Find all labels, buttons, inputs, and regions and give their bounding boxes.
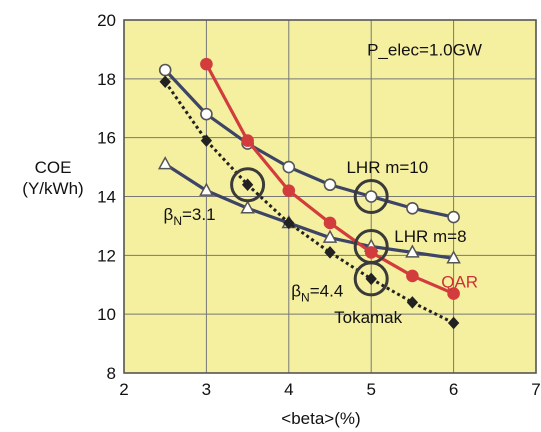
data-point bbox=[406, 201, 419, 215]
data-point bbox=[447, 287, 460, 300]
y-axis-label-line2: (Y/kWh) bbox=[22, 179, 83, 198]
y-tick-label: 8 bbox=[107, 364, 116, 383]
highlight-circles bbox=[230, 167, 389, 297]
x-tick-label: 6 bbox=[449, 380, 458, 399]
data-point bbox=[158, 63, 172, 77]
data-point bbox=[200, 107, 213, 121]
data-point bbox=[159, 75, 171, 89]
series-qar bbox=[200, 57, 460, 300]
data-point bbox=[406, 269, 419, 283]
annotation-label: P_elec=1.0GW bbox=[367, 40, 482, 59]
data-point bbox=[241, 134, 254, 147]
data-point bbox=[447, 316, 460, 330]
y-tick-label: 20 bbox=[97, 11, 116, 30]
x-tick-label: 2 bbox=[119, 380, 128, 399]
data-point bbox=[323, 178, 337, 192]
annotation-label: QAR bbox=[441, 273, 478, 292]
annotations: P_elec=1.0GW LHR m=10 LHR m=8 QAR Tokamak βN=… bbox=[164, 40, 482, 327]
tick-labels: 2 3 4 5 6 7 8 10 12 14 16 18 20 bbox=[97, 11, 541, 399]
data-point bbox=[324, 246, 336, 259]
y-axis-label-line1: COE bbox=[35, 158, 72, 177]
y-tick-label: 16 bbox=[97, 129, 116, 148]
data-point bbox=[323, 216, 337, 230]
data-point bbox=[200, 134, 213, 147]
x-tick-label: 4 bbox=[284, 380, 293, 399]
data-point bbox=[447, 210, 460, 224]
highlight-ring bbox=[353, 179, 389, 214]
data-point bbox=[240, 200, 255, 214]
series-layer bbox=[157, 57, 461, 330]
series-line bbox=[164, 68, 454, 219]
data-point bbox=[322, 229, 338, 243]
y-tick-label: 10 bbox=[97, 305, 116, 324]
data-point bbox=[446, 250, 461, 264]
data-point bbox=[282, 160, 296, 174]
annotation-label: LHR m=10 bbox=[346, 158, 428, 177]
data-point bbox=[157, 156, 173, 170]
x-tick-label: 5 bbox=[366, 380, 375, 399]
annotation-label: βN=3.1 bbox=[164, 205, 216, 228]
highlight-ring bbox=[230, 167, 266, 203]
data-point bbox=[282, 184, 296, 197]
x-tick-label: 3 bbox=[202, 380, 211, 399]
series-tokamak bbox=[159, 75, 460, 330]
data-point bbox=[365, 272, 377, 286]
x-axis-label: <beta>(%) bbox=[281, 409, 360, 428]
data-point bbox=[241, 178, 254, 191]
data-point bbox=[364, 246, 378, 259]
annotation-label: βN=4.4 bbox=[291, 282, 343, 305]
data-point bbox=[283, 216, 295, 230]
data-point bbox=[199, 182, 214, 196]
x-tick-label: 7 bbox=[531, 380, 540, 399]
data-point bbox=[200, 57, 213, 71]
data-point bbox=[405, 244, 420, 258]
plot-frame bbox=[123, 19, 537, 374]
y-tick-label: 12 bbox=[97, 246, 116, 265]
highlight-ring bbox=[353, 261, 389, 297]
annotation-label: LHR m=8 bbox=[394, 227, 466, 246]
annotation-label: Tokamak bbox=[334, 308, 403, 327]
series-line bbox=[164, 162, 454, 260]
y-tick-label: 14 bbox=[97, 188, 116, 207]
data-point bbox=[364, 190, 378, 203]
y-tick-label: 18 bbox=[97, 70, 116, 89]
data-point bbox=[406, 296, 419, 309]
